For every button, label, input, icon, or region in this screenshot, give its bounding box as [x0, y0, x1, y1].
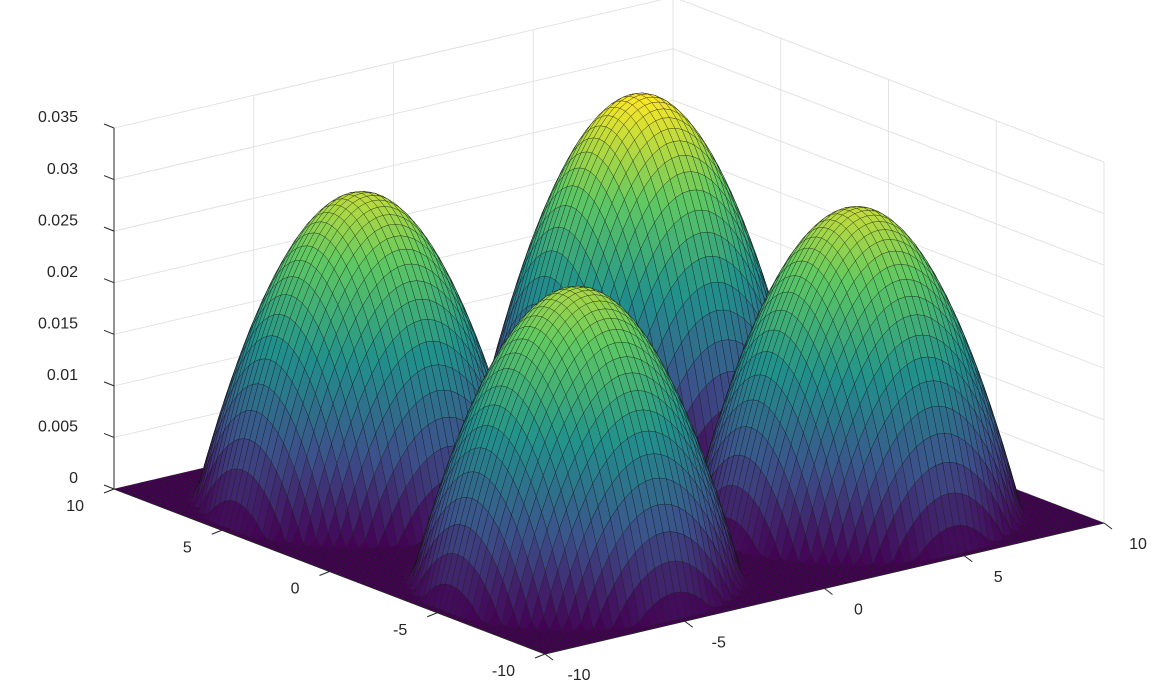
- grid-line-z-7: [113, 0, 1105, 163]
- surface-mesh: [113, 92, 1105, 655]
